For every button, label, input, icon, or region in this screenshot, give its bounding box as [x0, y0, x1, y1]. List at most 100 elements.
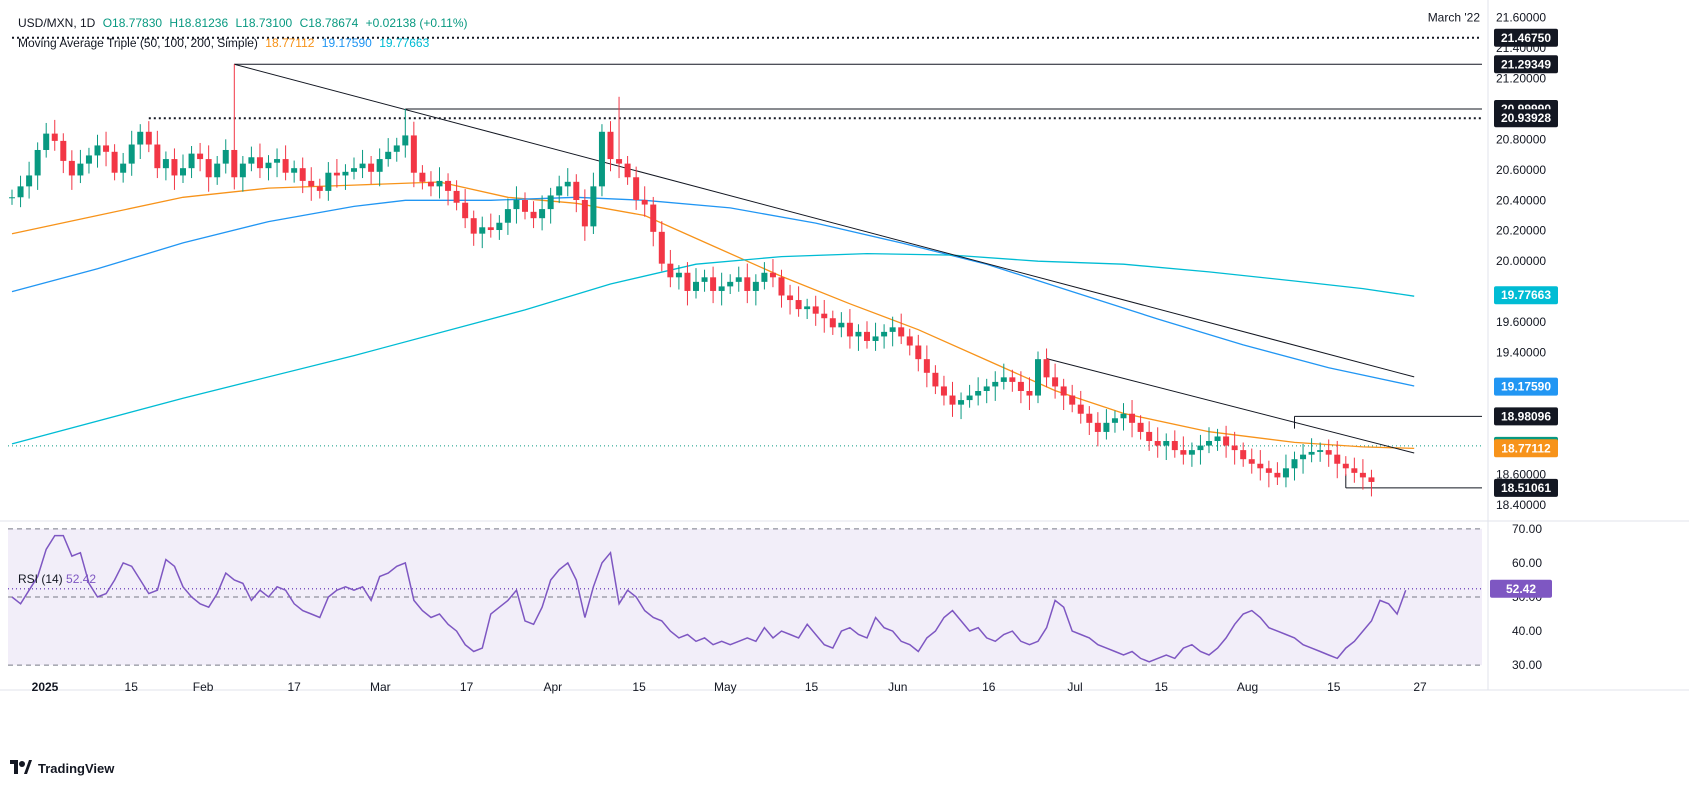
candle-body [1351, 468, 1358, 473]
candle-body [351, 168, 357, 172]
candle-body [1120, 413, 1127, 419]
candle-body [1300, 454, 1307, 460]
candle-body [940, 386, 947, 396]
candle-body [205, 159, 212, 178]
candle-body [598, 131, 605, 187]
candle-body [1214, 436, 1221, 442]
candle-body [983, 386, 990, 391]
ma-header: Moving Average Triple (50, 100, 200, Sim… [18, 36, 433, 50]
candle-body [718, 286, 725, 291]
candle-body [265, 162, 272, 169]
time-axis-tick: Mar [370, 680, 391, 694]
candle-body [530, 211, 537, 219]
candle-body [787, 295, 794, 301]
candle-body [1043, 359, 1050, 378]
candle-body [1342, 463, 1349, 469]
ma-line-ma100 [11, 196, 1415, 387]
candle-body [590, 186, 597, 227]
price-label-bg [1494, 109, 1558, 128]
candle-body [1180, 450, 1187, 455]
candle-body [171, 159, 178, 176]
candle-body [949, 395, 956, 405]
candle-body [239, 163, 246, 178]
price-axis-tick: 19.40000 [1496, 346, 1546, 360]
candle-body [675, 272, 682, 278]
rsi-line [11, 534, 1407, 663]
time-axis-tick: Aug [1237, 680, 1258, 694]
time-axis-tick: 2025 [32, 680, 59, 694]
price-axis-tick: 19.60000 [1496, 315, 1546, 329]
candle-body [564, 181, 571, 187]
candle-body [1265, 468, 1272, 473]
rsi-axis-tick: 40.00 [1512, 624, 1542, 638]
candle-body [51, 133, 58, 141]
candle-body [898, 327, 905, 337]
candle-body [650, 204, 657, 232]
time-axis-tick: 17 [287, 680, 301, 694]
candle-body [1017, 381, 1024, 391]
candle-body [282, 159, 289, 173]
candle-body [923, 359, 930, 373]
candle-body [188, 153, 195, 169]
candle-body [607, 131, 614, 160]
time-axis-tick: Apr [543, 680, 562, 694]
candle-body [881, 331, 888, 337]
candle-body [137, 131, 144, 145]
candle-body [368, 163, 375, 172]
candle-body [145, 131, 152, 145]
candle-body [889, 327, 896, 332]
candle-body [154, 144, 161, 169]
candle-body [453, 190, 460, 203]
candle-body [180, 168, 186, 176]
candle-body [103, 145, 110, 152]
price-axis-tick: 20.60000 [1496, 163, 1546, 177]
candle-body [1171, 441, 1178, 451]
candle-body [992, 381, 999, 387]
candle-body [120, 163, 127, 173]
price-label: 19.77663 [1501, 288, 1551, 302]
time-axis-tick: Jun [888, 680, 907, 694]
time-axis-tick: 16 [982, 680, 996, 694]
candle-body [1325, 450, 1332, 455]
candle-body [975, 390, 982, 396]
candle-body [752, 281, 759, 291]
ma-label[interactable]: Moving Average Triple (50, 100, 200, Sim… [18, 36, 258, 50]
candle-body [402, 135, 409, 146]
candle-body [1291, 459, 1298, 469]
candle-body [1103, 422, 1110, 432]
time-axis-tick: 17 [460, 680, 474, 694]
candle-body [1248, 459, 1255, 464]
rsi-label[interactable]: RSI (14) [18, 572, 63, 586]
candle-body [1359, 472, 1366, 478]
candle-body [1094, 422, 1101, 432]
candle-body [573, 181, 580, 201]
candle-body [966, 395, 973, 401]
rsi-axis-tick: 30.00 [1512, 658, 1542, 672]
candle-body [436, 180, 443, 187]
candle-body [1317, 450, 1324, 452]
candle-body [1197, 445, 1204, 451]
candle-body [1069, 395, 1076, 405]
candle-body [376, 159, 383, 172]
candle-body [308, 180, 315, 187]
price-axis-tick: 18.40000 [1496, 498, 1546, 512]
symbol-title[interactable]: USD/MXN, 1D [18, 16, 96, 30]
candle-body [496, 222, 503, 231]
time-axis-tick: Jul [1067, 680, 1082, 694]
price-label: 19.17590 [1501, 380, 1551, 394]
candle-body [1257, 463, 1264, 469]
candle-body [393, 145, 400, 152]
candle-body [427, 181, 434, 187]
ma50-value: 18.77112 [265, 36, 315, 50]
candle-body [60, 140, 67, 161]
candle-body [1129, 413, 1136, 423]
candle-body [812, 306, 819, 314]
brand-name[interactable]: TradingView [38, 761, 115, 776]
candle-body [769, 272, 776, 278]
candle-body [77, 163, 84, 176]
symbol-header: USD/MXN, 1D O18.77830 H18.81236 L18.7310… [18, 16, 471, 30]
candle-body [385, 151, 392, 160]
candle-body [410, 135, 417, 173]
rsi-axis-tick: 60.00 [1512, 556, 1542, 570]
